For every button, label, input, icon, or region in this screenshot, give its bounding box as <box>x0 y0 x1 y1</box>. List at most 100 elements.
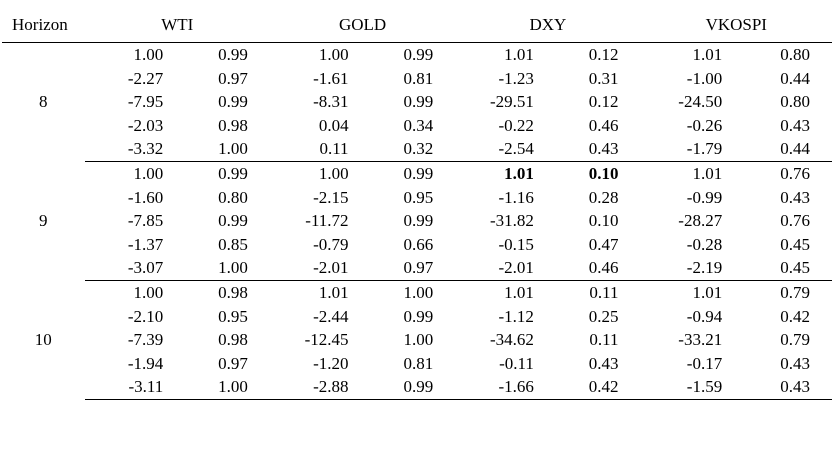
table-cell: -1.20 <box>313 353 349 373</box>
table-cell: -0.99 <box>686 187 723 207</box>
column-header-vkospi: VKOSPI <box>640 8 832 43</box>
table-cell: -0.15 <box>498 234 534 254</box>
table-cell: -3.11 <box>84 375 178 400</box>
table-cell: -7.95 <box>127 92 164 112</box>
table-cell: -1.16 <box>498 187 534 207</box>
table-cell: 0.97 <box>362 256 456 281</box>
horizon-header: Horizon <box>2 8 85 43</box>
table-cell: -29.51 <box>489 92 534 112</box>
table-cell: -7.39 <box>127 330 164 350</box>
table-cell: 0.47 <box>588 234 619 254</box>
table-cell: 0.99 <box>403 211 434 231</box>
table-cell: -11.72 <box>305 211 349 231</box>
table-cell: 0.43 <box>588 353 619 373</box>
table-cell: 0.10 <box>588 211 619 231</box>
table-cell: 0.45 <box>780 234 810 254</box>
header-row: Horizon WTI GOLD DXY VKOSPI <box>2 8 832 43</box>
table-cell: -2.03 <box>127 115 164 135</box>
table-cell: -2.15 <box>313 187 349 207</box>
table-cell: -2.01 <box>455 256 548 281</box>
table-cell: 0.76 <box>780 211 810 231</box>
table-cell: 1.00 <box>133 282 164 302</box>
table-cell: -1.23 <box>498 68 534 88</box>
table-row: -2.10 0.95 -2.44 0.99 -1.12 0.25 -0.94 0.42 <box>2 305 832 329</box>
table-cell: -0.79 <box>313 234 349 254</box>
table-cell: -1.37 <box>127 234 164 254</box>
table-cell: 0.11 <box>269 137 363 162</box>
table-cell: 0.80 <box>218 187 248 207</box>
table-cell: 0.76 <box>780 163 810 183</box>
table-cell: -1.00 <box>686 68 723 88</box>
table-cell: -7.85 <box>127 211 164 231</box>
table-cell: 0.85 <box>218 234 248 254</box>
table-cell: -3.32 <box>84 137 178 162</box>
table-cell: -28.27 <box>678 211 723 231</box>
table-cell: 0.11 <box>589 330 619 350</box>
table-cell: -1.94 <box>127 353 164 373</box>
table-cell: 0.98 <box>218 330 248 350</box>
table-cell: 1.01 <box>504 282 534 302</box>
table-cell: 0.97 <box>218 353 248 373</box>
table-cell: 0.98 <box>218 115 248 135</box>
table-row: -2.03 0.98 0.04 0.34 -0.22 0.46 -0.26 0.43 <box>2 114 832 138</box>
table-cell: -1.12 <box>498 306 534 326</box>
table-cell: -0.94 <box>686 306 723 326</box>
table-cell: 1.00 <box>177 375 270 400</box>
table-cell: -2.54 <box>455 137 548 162</box>
table-cell: 1.01 <box>692 45 723 64</box>
table-cell: 0.11 <box>589 282 619 302</box>
table-cell: 0.99 <box>403 92 434 112</box>
table-cell: -31.82 <box>489 211 534 231</box>
table-cell: -1.66 <box>455 375 548 400</box>
table-cell: 0.32 <box>362 137 456 162</box>
table-cell: 1.00 <box>177 256 270 281</box>
table-cell: 0.46 <box>588 115 619 135</box>
table-cell: 0.95 <box>218 306 248 326</box>
table-cell: 0.99 <box>403 163 434 183</box>
column-header-dxy: DXY <box>455 8 641 43</box>
table-cell: 0.12 <box>588 45 619 64</box>
column-header-gold: GOLD <box>269 8 456 43</box>
table-cell: -33.21 <box>678 330 723 350</box>
table-cell: 0.25 <box>588 306 619 326</box>
table-cell: 0.46 <box>547 256 641 281</box>
table-cell: -2.44 <box>313 306 349 326</box>
table-cell: 0.10 <box>588 163 619 183</box>
table-row: -3.07 1.00 -2.01 0.97 -2.01 0.46 -2.19 0.45 <box>2 256 832 281</box>
table-cell: -2.10 <box>127 306 164 326</box>
table-cell: 0.80 <box>780 45 810 64</box>
table-row: -1.94 0.97 -1.20 0.81 -0.11 0.43 -0.17 0.43 <box>2 352 832 376</box>
table-cell: 0.81 <box>403 353 434 373</box>
table-cell: 0.42 <box>547 375 641 400</box>
table-cell: 0.79 <box>780 330 810 350</box>
table-cell: -2.19 <box>640 256 737 281</box>
table-cell: 0.43 <box>780 353 810 373</box>
table-cell: 1.01 <box>318 282 349 302</box>
table-cell: -2.27 <box>127 68 164 88</box>
table-cell: -0.22 <box>498 115 534 135</box>
table-cell: 0.43 <box>780 187 810 207</box>
table-row: -1.37 0.85 -0.79 0.66 -0.15 0.47 -0.28 0.45 <box>2 233 832 257</box>
table-cell: 0.99 <box>403 306 434 326</box>
table-cell: -1.59 <box>640 375 737 400</box>
table-row: -3.11 1.00 -2.88 0.99 -1.66 0.42 -1.59 0.43 <box>2 375 832 400</box>
table-cell: 1.00 <box>133 45 164 64</box>
table-row: -7.95 0.99 -8.31 0.99 -29.51 0.12 -24.50 0.80 <box>2 90 832 114</box>
table-cell: 1.00 <box>403 282 434 302</box>
table-row: -7.39 0.98 -12.45 1.00 -34.62 0.11 -33.21 0.79 <box>2 328 832 352</box>
table-cell: 0.66 <box>403 234 434 254</box>
horizon-cell: 10 <box>34 330 52 350</box>
table-cell: 0.99 <box>218 163 248 183</box>
table-cell: 0.12 <box>588 92 619 112</box>
table-cell: 1.00 <box>403 330 434 350</box>
table-cell: 0.44 <box>780 68 810 88</box>
table-cell: -0.28 <box>686 234 723 254</box>
table-cell: -12.45 <box>304 330 349 350</box>
column-header-wti: WTI <box>84 8 270 43</box>
table-cell: -24.50 <box>678 92 723 112</box>
table-cell: -2.88 <box>269 375 363 400</box>
table-cell: 0.98 <box>218 282 248 302</box>
table-cell: 0.97 <box>218 68 248 88</box>
table-cell: 0.99 <box>403 45 434 64</box>
